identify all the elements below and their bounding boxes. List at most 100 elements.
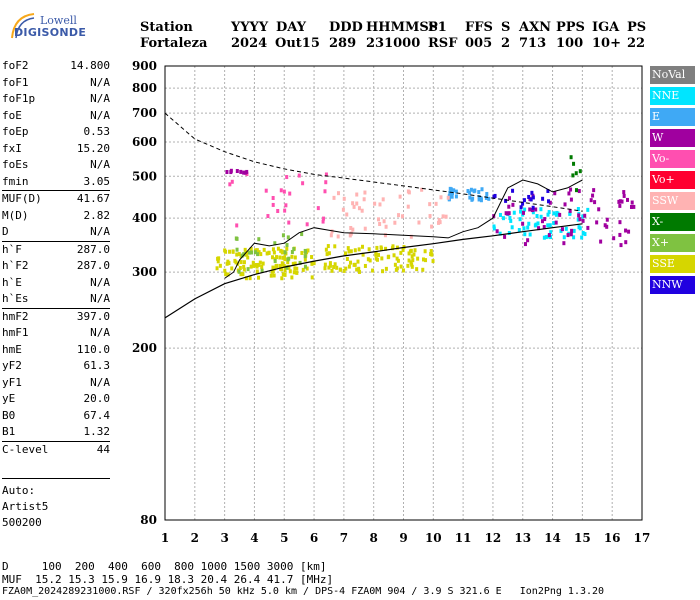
param-value: 1.32 bbox=[83, 425, 111, 438]
trace-point bbox=[231, 249, 235, 254]
header-label: AXN bbox=[519, 20, 552, 35]
trace-point bbox=[261, 261, 265, 266]
trace-point bbox=[479, 198, 483, 203]
param-label: h`E bbox=[2, 275, 22, 289]
trace-point bbox=[484, 195, 488, 200]
trace-point bbox=[395, 256, 399, 261]
trace-point bbox=[227, 261, 231, 266]
trace-point bbox=[547, 210, 551, 215]
trace-point bbox=[267, 250, 271, 255]
trace-point bbox=[619, 243, 623, 248]
param-label: foF1p bbox=[2, 92, 36, 105]
trace-point bbox=[511, 188, 515, 193]
trace-point bbox=[547, 199, 551, 204]
trace-point bbox=[269, 273, 273, 278]
trace-point bbox=[276, 246, 280, 251]
trace-point bbox=[357, 269, 361, 274]
trace-point bbox=[290, 254, 294, 259]
trace-point bbox=[410, 264, 414, 269]
trace-point bbox=[306, 248, 310, 253]
trace-point bbox=[498, 231, 502, 236]
x-tick-label: 5 bbox=[280, 531, 288, 545]
logo-arc-icon bbox=[11, 13, 35, 39]
param-label: MUF(D) bbox=[2, 192, 42, 205]
trace-point bbox=[295, 270, 299, 275]
trace-point bbox=[568, 208, 572, 213]
header-value: Out15 bbox=[275, 36, 320, 51]
param-label: hmF2 bbox=[2, 309, 29, 323]
trace-point bbox=[249, 250, 253, 255]
trace-point bbox=[242, 170, 246, 175]
trace-point bbox=[328, 263, 332, 268]
param-value: N/A bbox=[90, 292, 110, 305]
header-label: P1 bbox=[428, 20, 447, 35]
y-tick-label: 800 bbox=[132, 81, 157, 95]
trace-point bbox=[576, 207, 580, 212]
trace-point bbox=[504, 211, 508, 216]
trace-point bbox=[417, 220, 421, 225]
param-value: 44 bbox=[96, 442, 110, 456]
legend-item: NNW bbox=[650, 276, 695, 294]
param-row: B0 67.4 bbox=[2, 408, 110, 425]
trace-point bbox=[255, 264, 259, 269]
trace-point bbox=[526, 225, 530, 230]
trace-point bbox=[468, 190, 472, 195]
trace-point bbox=[244, 252, 248, 257]
param-value: 14.800 bbox=[70, 59, 110, 72]
trace-point bbox=[571, 173, 575, 178]
trace-point bbox=[437, 218, 441, 223]
param-label: foF2 bbox=[2, 59, 29, 72]
trace-point bbox=[223, 268, 227, 273]
trace-point bbox=[324, 247, 328, 252]
trace-point bbox=[292, 247, 296, 252]
trace-point bbox=[287, 256, 291, 261]
trace-point bbox=[605, 217, 609, 222]
header-label: DDD bbox=[329, 20, 363, 35]
trace-point bbox=[328, 261, 332, 266]
param-label: h`F bbox=[2, 242, 22, 256]
trace-point bbox=[349, 260, 353, 265]
trace-point bbox=[235, 169, 239, 174]
param-label: foF1 bbox=[2, 75, 29, 89]
logo-digisonde: DIGISONDE bbox=[14, 26, 87, 39]
trace-point bbox=[521, 210, 525, 215]
trace-point bbox=[312, 261, 316, 266]
trace-point bbox=[501, 216, 505, 221]
trace-point bbox=[444, 214, 448, 219]
y-tick-label: 700 bbox=[132, 106, 157, 120]
trace-point bbox=[592, 188, 596, 193]
trace-point bbox=[215, 266, 219, 271]
trace-point bbox=[569, 232, 573, 237]
param-value: 41.67 bbox=[76, 192, 110, 205]
trace-point bbox=[586, 225, 590, 230]
trace-point bbox=[249, 264, 253, 269]
param-row: yE 20.0 bbox=[2, 391, 110, 408]
trace-point bbox=[283, 250, 287, 255]
trace-point bbox=[235, 252, 239, 257]
trace-point bbox=[228, 249, 232, 254]
trace-point bbox=[450, 189, 454, 194]
trace-point bbox=[535, 214, 539, 219]
trace-point bbox=[375, 257, 379, 262]
trace-point bbox=[452, 188, 456, 193]
trace-point bbox=[346, 246, 350, 251]
param-row: hmE 110.0 bbox=[2, 342, 110, 359]
trace-point bbox=[301, 267, 305, 272]
trace-point bbox=[620, 199, 624, 204]
header-value: 2 bbox=[501, 36, 511, 51]
trace-point bbox=[472, 189, 476, 194]
header-label: IGA bbox=[592, 20, 620, 35]
trace-point bbox=[531, 195, 535, 200]
param-row: h`Es N/A bbox=[2, 291, 110, 308]
trace-point bbox=[552, 221, 556, 226]
trace-point bbox=[330, 268, 334, 273]
trace-point bbox=[412, 252, 416, 257]
trace-point bbox=[413, 248, 417, 253]
x-tick-label: 7 bbox=[340, 531, 348, 545]
trace-point bbox=[534, 207, 538, 212]
trace-point bbox=[507, 204, 511, 209]
trace-point bbox=[243, 170, 247, 175]
auto-line: Auto: bbox=[2, 484, 36, 497]
trace-point bbox=[391, 244, 395, 249]
param-label: hmF1 bbox=[2, 326, 29, 339]
